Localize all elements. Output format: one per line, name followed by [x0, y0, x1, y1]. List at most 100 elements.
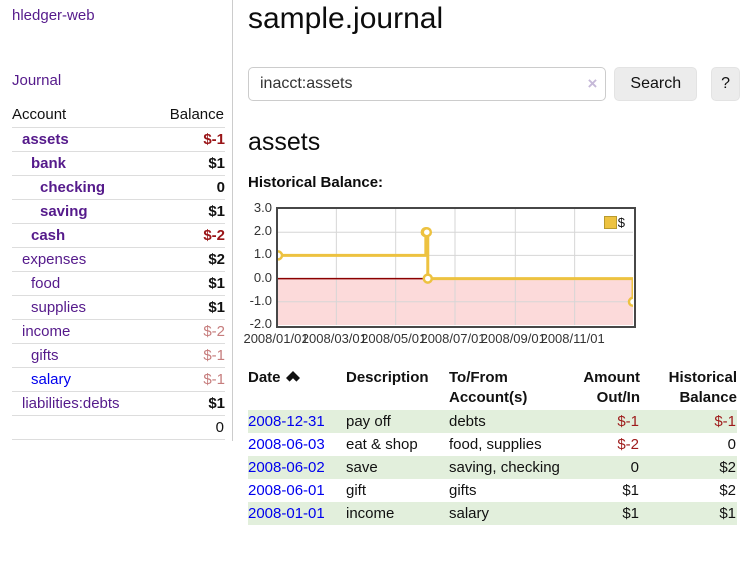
x-tick-label: 2008/05/01 [361, 331, 427, 346]
account-link-food[interactable]: food [31, 275, 61, 292]
account-row-assets: assets $-1 [12, 128, 225, 152]
account-balance: $-2 [203, 227, 225, 244]
register-row: 2008-06-02 save saving, checking 0 $2 [248, 456, 737, 479]
register-header-row: Date Description To/From Account(s) Amou… [248, 366, 737, 410]
transaction-accounts: gifts [449, 482, 477, 499]
search-input[interactable] [248, 67, 607, 101]
account-link-saving[interactable]: saving [40, 203, 88, 220]
register-header-date[interactable]: Date [248, 366, 346, 410]
transaction-amount: $1 [561, 502, 640, 525]
x-tick-label: 2008/03/01 [301, 331, 367, 346]
transaction-balance: $-1 [640, 410, 737, 433]
help-button[interactable]: ? [711, 67, 740, 101]
clear-search-icon[interactable]: × [587, 74, 598, 93]
account-balance: $1 [208, 395, 225, 412]
transaction-balance: 0 [727, 436, 736, 453]
account-balance: $1 [208, 275, 225, 292]
transaction-description: eat & shop [346, 436, 418, 453]
account-row-saving: saving $1 [12, 200, 225, 224]
register-row: 2008-01-01 income salary $1 $1 [248, 502, 737, 525]
register-header-accounts: To/From Account(s) [449, 369, 528, 406]
account-heading: assets [248, 128, 321, 156]
account-balance: $2 [208, 251, 225, 268]
y-tick-label: 0.0 [253, 269, 272, 285]
account-link-expenses[interactable]: expenses [22, 251, 87, 268]
accounts-header-account: Account [12, 106, 67, 123]
account-balance: 0 [216, 179, 225, 196]
app-title-link[interactable]: hledger-web [12, 7, 95, 24]
account-link-salary[interactable]: salary [31, 371, 72, 388]
y-tick-label: 2.0 [253, 223, 272, 239]
account-row-gifts: gifts $-1 [12, 344, 225, 368]
search-button[interactable]: Search [614, 67, 698, 101]
accounts-header-row: Account Balance [12, 104, 225, 128]
transaction-description: pay off [346, 410, 449, 433]
chart-legend: $ [603, 215, 625, 230]
chart-plot-area: $ [276, 207, 636, 328]
transaction-description: income [346, 502, 449, 525]
transaction-date-link[interactable]: 2008-06-01 [248, 482, 325, 499]
accounts-header-balance: Balance [169, 106, 224, 123]
account-balance: $-2 [203, 323, 225, 340]
account-link-assets[interactable]: assets [22, 131, 69, 148]
account-row-food: food $1 [12, 272, 225, 296]
transaction-accounts: food, supplies [449, 436, 542, 453]
transaction-accounts: debts [449, 410, 561, 433]
chart-canvas [278, 209, 633, 325]
sort-ascending-icon [285, 368, 300, 388]
x-tick-label: 2008/07/01 [420, 331, 486, 346]
register-row: 2008-06-03 eat & shop food, supplies $-2… [248, 433, 737, 456]
account-link-income[interactable]: income [22, 323, 71, 340]
account-balance: $1 [208, 299, 225, 316]
account-row-income: income $-2 [12, 320, 225, 344]
transaction-amount: $1 [622, 482, 639, 499]
account-row-checking: checking 0 [12, 176, 225, 200]
chart-title: Historical Balance: [248, 174, 384, 191]
sidebar: hledger-web Journal Account Balance asse… [0, 0, 233, 441]
main-content: sample.journal × Search ? assets Histori… [243, 0, 740, 525]
y-tick-label: -2.0 [249, 316, 272, 331]
register-row: 2008-12-31 pay off debts $-1 $-1 [248, 410, 737, 433]
transaction-date-link[interactable]: 2008-06-03 [248, 436, 325, 453]
y-tick-label: 3.0 [253, 200, 272, 215]
legend-label: $ [617, 215, 625, 230]
transaction-amount: $-2 [617, 436, 639, 453]
account-link-bank[interactable]: bank [31, 155, 67, 172]
account-balance: $1 [208, 155, 225, 172]
accounts-total-row: 0 [12, 415, 225, 440]
account-row-supplies: supplies $1 [12, 296, 225, 320]
y-tick-label: -1.0 [249, 292, 272, 308]
search-form: × Search ? [248, 67, 740, 101]
account-link-gifts[interactable]: gifts [31, 347, 59, 364]
register-header-description: Description [346, 369, 429, 386]
account-link-supplies[interactable]: supplies [31, 299, 87, 316]
page-title: sample.journal [248, 2, 444, 35]
account-link-checking[interactable]: checking [40, 179, 106, 196]
transaction-description: gift [346, 482, 367, 499]
register-table: Date Description To/From Account(s) Amou… [248, 366, 737, 525]
account-row-liabilities-debts: liabilities:debts $1 [12, 392, 225, 416]
account-row-bank: bank $1 [12, 152, 225, 176]
y-axis-labels: 3.0 2.0 1.0 0.0 -1.0 -2.0 [242, 201, 274, 331]
transaction-description: save [346, 456, 449, 479]
x-tick-label: 2008/11/01 [540, 331, 605, 346]
register-row: 2008-06-01 gift gifts $1 $2 [248, 479, 737, 502]
transaction-balance: $2 [640, 456, 737, 479]
legend-swatch-icon [603, 216, 617, 229]
account-balance: $-1 [203, 347, 225, 364]
transaction-date-link[interactable]: 2008-06-02 [248, 459, 325, 476]
historical-balance-chart: 3.0 2.0 1.0 0.0 -1.0 -2.0 $ 2008/01/01 2008/03… [243, 201, 740, 346]
transaction-date-link[interactable]: 2008-01-01 [248, 505, 325, 522]
accounts-total-value: 0 [215, 419, 224, 436]
transaction-date-link[interactable]: 2008-12-31 [248, 413, 325, 430]
account-link-cash[interactable]: cash [31, 227, 66, 244]
account-link-liabilities-debts[interactable]: liabilities:debts [22, 395, 120, 412]
y-tick-label: 1.0 [253, 246, 272, 262]
transaction-accounts: salary [449, 502, 561, 525]
sidebar-item-journal[interactable]: Journal [12, 72, 62, 89]
transaction-balance: $1 [640, 502, 737, 525]
transaction-amount: 0 [561, 456, 640, 479]
account-balance: $1 [208, 203, 225, 220]
account-balance: $-1 [203, 131, 225, 148]
